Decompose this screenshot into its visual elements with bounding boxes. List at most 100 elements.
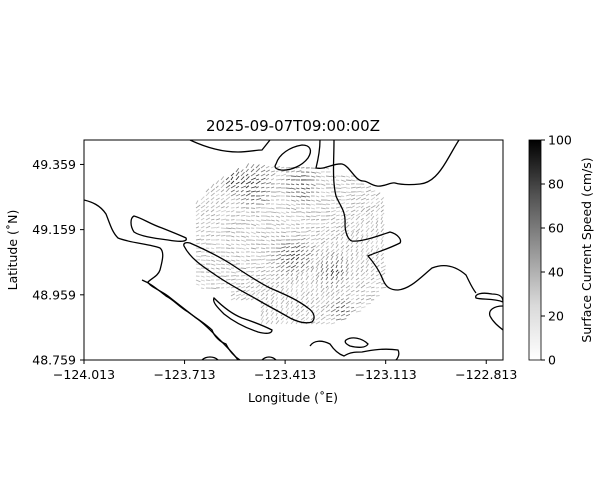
current-vector [275,253,281,257]
current-vector [200,242,207,245]
current-vector [380,220,384,225]
current-vector [285,246,290,249]
current-vector [370,209,375,213]
current-vector [330,217,336,221]
current-vector [330,284,333,289]
current-vector [290,277,294,281]
current-vector [225,243,231,246]
current-vector [345,310,350,313]
current-vector [360,276,366,281]
current-vector [375,217,379,221]
current-vector [315,259,321,265]
current-vector [340,276,344,281]
current-vector [225,187,230,193]
current-vector [310,203,316,206]
y-tick-label: 48.759 [32,353,76,368]
current-vector [360,265,365,269]
current-vector [255,255,262,258]
current-vector [255,186,259,189]
current-vector [235,296,240,301]
current-vector [320,304,326,309]
current-vector [350,256,354,261]
current-vector [345,175,351,178]
current-vector [315,187,320,189]
current-vector [340,313,346,317]
current-vector [245,193,251,197]
current-vector [370,196,376,201]
current-vector [260,262,265,265]
current-vector [360,271,366,277]
current-vector [295,253,300,257]
current-vector [235,235,240,238]
current-vector [320,267,324,273]
current-vector [270,170,275,173]
current-vector [280,178,285,181]
current-vector [335,306,340,309]
current-vector [285,296,288,301]
current-vector [375,224,379,229]
current-vector [250,163,255,169]
current-vector [205,255,211,258]
current-vector [235,243,240,246]
current-vector [275,312,278,317]
current-vector [380,201,384,205]
current-vector [260,235,267,238]
current-vector [320,271,325,277]
current-vector [330,317,336,321]
current-vector [320,203,327,206]
current-vector [345,267,349,273]
current-vector [370,228,375,233]
current-vector [250,292,256,297]
current-vector [270,281,275,285]
current-vector [330,221,336,225]
current-vector [380,197,385,201]
current-vector [295,242,300,245]
current-vector [250,290,255,293]
current-vector [335,218,340,221]
current-vector [265,312,269,317]
current-vector [235,171,240,177]
current-vector [280,173,287,177]
current-vector [315,214,321,217]
current-vector [340,183,345,185]
x-axis-label: Longitude (˚E) [248,390,338,405]
current-vector [345,239,350,245]
current-vector [370,201,374,205]
current-vector [260,308,265,313]
current-vector [225,267,231,270]
current-vector [310,253,314,257]
current-vector [265,270,270,273]
current-vector [315,241,319,245]
current-vector [250,262,257,265]
current-vector [300,245,306,249]
current-vector [200,217,205,221]
current-vector [320,229,325,233]
current-vector [245,176,250,181]
current-vector [205,217,211,221]
current-vector [220,200,226,205]
current-vector [300,253,306,257]
current-vector [315,253,319,257]
current-vector [275,219,280,222]
current-vector [340,186,347,189]
current-vector [195,226,200,229]
current-vector [285,272,290,277]
current-vector [345,306,350,309]
current-vector [265,231,271,234]
current-vector [220,176,225,181]
current-vector [365,286,372,289]
current-vector [355,223,360,229]
current-vector [350,197,356,201]
current-vector [365,189,371,193]
current-vector [215,218,221,221]
current-vector [245,181,252,185]
current-vector [270,223,277,227]
current-vector [280,211,286,215]
current-vector [315,300,321,305]
current-vector [225,227,232,230]
current-vector [290,250,295,253]
current-vector [365,239,370,245]
current-vector [260,292,265,297]
current-vector [335,206,341,209]
current-vector [335,195,342,198]
